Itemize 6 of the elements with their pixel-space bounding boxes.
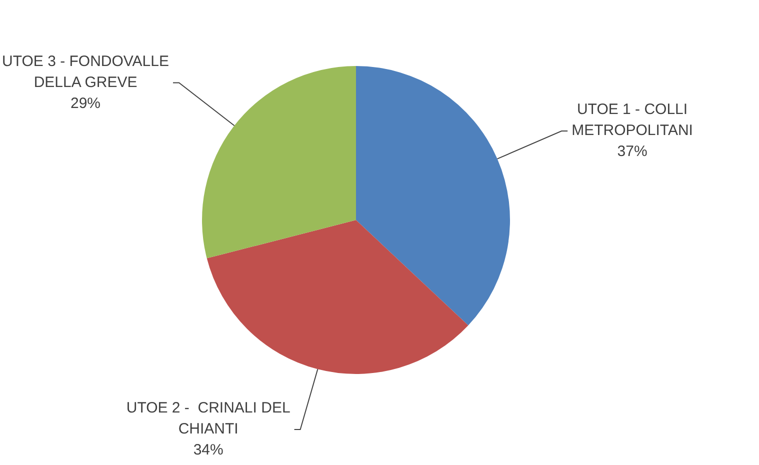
data-label: 37%	[617, 143, 648, 160]
slice-label: UTOE 1 - COLLI METROPOLITANI	[572, 101, 693, 140]
slice-label: UTOE 2 - CRINALI DEL CHIANTI	[126, 400, 290, 438]
data-label: 29%	[70, 94, 101, 112]
slice-label: UTOE 3 - FONDOVALLE DELLA GREVE	[2, 52, 170, 91]
data-label: 34%	[193, 442, 224, 459]
